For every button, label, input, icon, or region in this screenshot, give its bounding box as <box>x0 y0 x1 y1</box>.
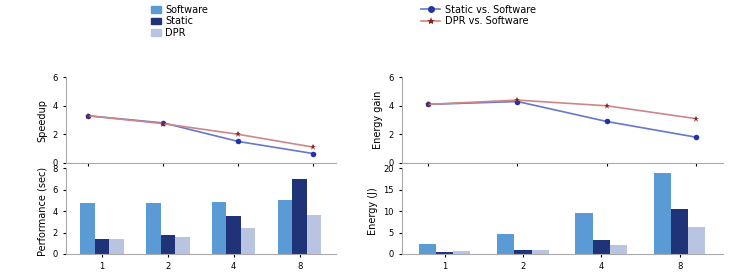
Y-axis label: Energy (J): Energy (J) <box>368 187 378 235</box>
Bar <box>575 213 593 254</box>
Bar <box>654 174 671 254</box>
Bar <box>226 216 241 254</box>
Bar <box>241 228 255 254</box>
Bar <box>593 240 610 254</box>
Bar <box>671 209 688 254</box>
Bar <box>80 203 95 254</box>
Legend: Software, Static, DPR: Software, Static, DPR <box>151 5 208 38</box>
Bar <box>419 244 436 254</box>
Bar <box>515 250 531 254</box>
Bar <box>278 200 292 254</box>
Bar <box>292 179 307 254</box>
Bar <box>146 203 161 254</box>
Legend: Static vs. Software, DPR vs. Software: Static vs. Software, DPR vs. Software <box>421 5 537 26</box>
Bar <box>610 245 627 254</box>
Bar <box>436 252 453 254</box>
Bar <box>161 235 175 254</box>
Bar <box>307 215 321 254</box>
Bar <box>212 201 226 254</box>
Y-axis label: Energy gain: Energy gain <box>373 91 383 149</box>
Bar <box>497 234 515 254</box>
Bar <box>175 237 190 254</box>
Bar <box>95 239 110 254</box>
Bar <box>453 251 470 254</box>
Bar <box>110 239 123 254</box>
Bar <box>688 227 705 254</box>
Y-axis label: Speedup: Speedup <box>37 99 47 142</box>
Y-axis label: Performance (sec): Performance (sec) <box>37 167 47 256</box>
Bar <box>531 250 549 254</box>
